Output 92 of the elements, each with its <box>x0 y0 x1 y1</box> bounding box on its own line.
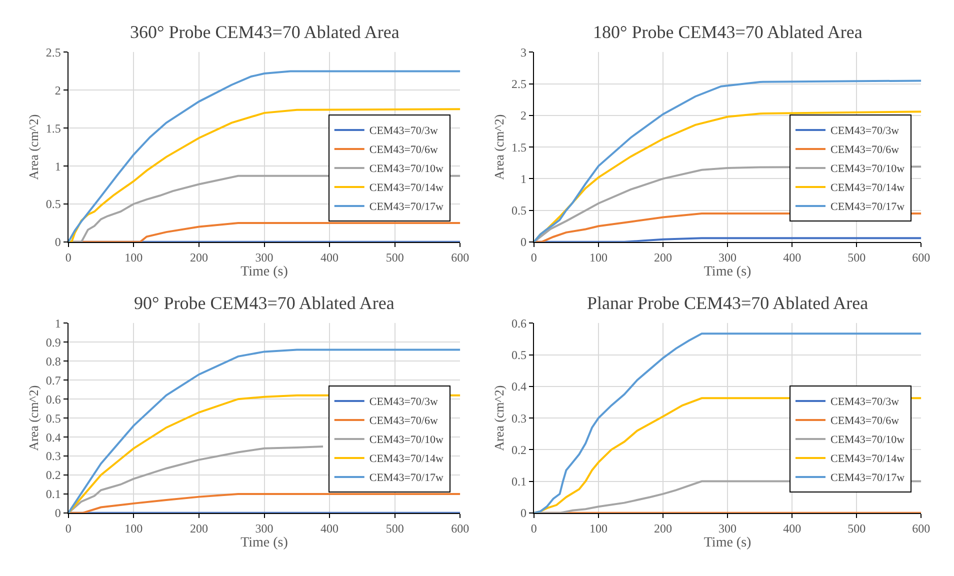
y-axis-title: Area (cm^2) <box>26 114 41 180</box>
legend-label: CEM43=70/3w <box>369 125 438 138</box>
x-tick-label: 300 <box>255 521 274 536</box>
legend-label: CEM43=70/17w <box>830 201 905 214</box>
y-tick-label: 0.4 <box>512 380 527 394</box>
y-tick-label: 1 <box>54 159 61 174</box>
x-tick-label: 200 <box>190 521 208 536</box>
legend-label: CEM43=70/3w <box>830 125 900 138</box>
legend-label: CEM43=70/6w <box>830 415 900 428</box>
y-axis-title: Area (cm^2) <box>491 385 506 451</box>
x-tick-label: 0 <box>530 250 537 264</box>
y-tick-label: 0 <box>54 235 61 250</box>
y-tick-label: 0.1 <box>512 474 527 489</box>
y-tick-label: 0.5 <box>46 411 61 426</box>
legend-label: CEM43=70/17w <box>369 472 444 484</box>
legend-label: CEM43=70/17w <box>830 472 905 484</box>
legend-label: CEM43=70/14w <box>369 182 444 194</box>
chart-title: 180° Probe CEM43=70 Ablated Area <box>593 22 862 42</box>
x-axis-title: Time (s) <box>704 264 752 280</box>
x-tick-label: 600 <box>912 521 930 536</box>
x-tick-label: 200 <box>654 250 672 264</box>
y-tick-label: 2 <box>54 83 61 98</box>
x-tick-label: 600 <box>451 521 470 536</box>
x-axis-title: Time (s) <box>704 536 752 551</box>
legend-label: CEM43=70/10w <box>830 163 905 176</box>
y-tick-label: 0.6 <box>512 316 527 330</box>
x-axis-title: Time (s) <box>240 536 288 551</box>
y-tick-label: 1 <box>54 316 61 330</box>
legend-label: CEM43=70/3w <box>830 396 900 408</box>
x-axis-title: Time (s) <box>240 264 288 280</box>
chart-title: Planar Probe CEM43=70 Ablated Area <box>587 293 868 313</box>
y-tick-label: 0.2 <box>512 442 527 457</box>
x-tick-label: 300 <box>255 250 274 264</box>
legend-label: CEM43=70/10w <box>369 163 444 176</box>
x-tick-label: 100 <box>124 521 143 536</box>
y-tick-label: 0.4 <box>46 430 61 444</box>
y-tick-label: 0.5 <box>46 197 61 212</box>
y-tick-label: 0.3 <box>512 411 527 426</box>
y-tick-label: 3 <box>520 45 527 60</box>
x-tick-label: 300 <box>718 521 737 536</box>
legend-label: CEM43=70/17w <box>369 201 444 214</box>
y-tick-label: 2 <box>520 108 527 123</box>
x-tick-label: 100 <box>589 521 608 536</box>
x-tick-label: 600 <box>451 250 470 264</box>
x-tick-label: 300 <box>718 250 737 264</box>
legend-label: CEM43=70/14w <box>369 453 444 466</box>
y-tick-label: 0.5 <box>512 348 527 362</box>
y-tick-label: 0.3 <box>46 449 61 464</box>
y-tick-label: 0.8 <box>46 354 61 368</box>
y-tick-label: 0 <box>520 235 527 250</box>
legend-label: CEM43=70/10w <box>369 434 444 446</box>
x-tick-label: 100 <box>124 250 143 264</box>
chart-title: 90° Probe CEM43=70 Ablated Area <box>134 293 394 313</box>
y-tick-label: 0 <box>54 506 61 520</box>
y-tick-label: 0.9 <box>46 335 61 350</box>
y-axis-title: Area (cm^2) <box>26 385 41 451</box>
legend-label: CEM43=70/6w <box>369 415 438 428</box>
y-tick-label: 1.5 <box>512 140 527 154</box>
x-tick-label: 200 <box>654 521 672 536</box>
legend-label: CEM43=70/6w <box>369 144 438 156</box>
y-tick-label: 2.5 <box>512 77 527 92</box>
y-tick-label: 0 <box>520 506 527 520</box>
y-tick-label: 0.1 <box>46 487 61 502</box>
x-tick-label: 0 <box>530 521 537 536</box>
x-tick-label: 0 <box>65 521 72 536</box>
x-tick-label: 500 <box>386 521 404 536</box>
line-series <box>68 446 324 513</box>
x-tick-label: 400 <box>783 250 802 264</box>
x-tick-label: 200 <box>190 250 208 264</box>
x-tick-label: 100 <box>589 250 608 264</box>
legend-label: CEM43=70/6w <box>830 144 900 156</box>
x-tick-label: 400 <box>320 521 339 536</box>
x-tick-label: 500 <box>848 250 866 264</box>
y-axis-title: Area (cm^2) <box>491 114 506 180</box>
y-tick-label: 1 <box>520 172 527 186</box>
legend-label: CEM43=70/3w <box>369 396 438 408</box>
legend-label: CEM43=70/14w <box>830 182 905 194</box>
legend-label: CEM43=70/10w <box>830 434 905 446</box>
x-tick-label: 500 <box>386 250 404 264</box>
x-tick-label: 600 <box>912 250 930 264</box>
y-tick-label: 0.2 <box>46 468 61 482</box>
y-tick-label: 0.6 <box>46 392 61 406</box>
y-tick-label: 0.7 <box>46 373 61 388</box>
y-tick-label: 0.5 <box>512 204 527 218</box>
y-tick-label: 1.5 <box>46 121 61 136</box>
x-tick-label: 400 <box>783 521 802 536</box>
legend-label: CEM43=70/14w <box>830 453 905 466</box>
x-tick-label: 0 <box>65 250 72 264</box>
x-tick-label: 400 <box>320 250 339 264</box>
y-tick-label: 2.5 <box>46 45 61 60</box>
chart-title: 360° Probe CEM43=70 Ablated Area <box>130 22 400 42</box>
x-tick-label: 500 <box>848 521 866 536</box>
